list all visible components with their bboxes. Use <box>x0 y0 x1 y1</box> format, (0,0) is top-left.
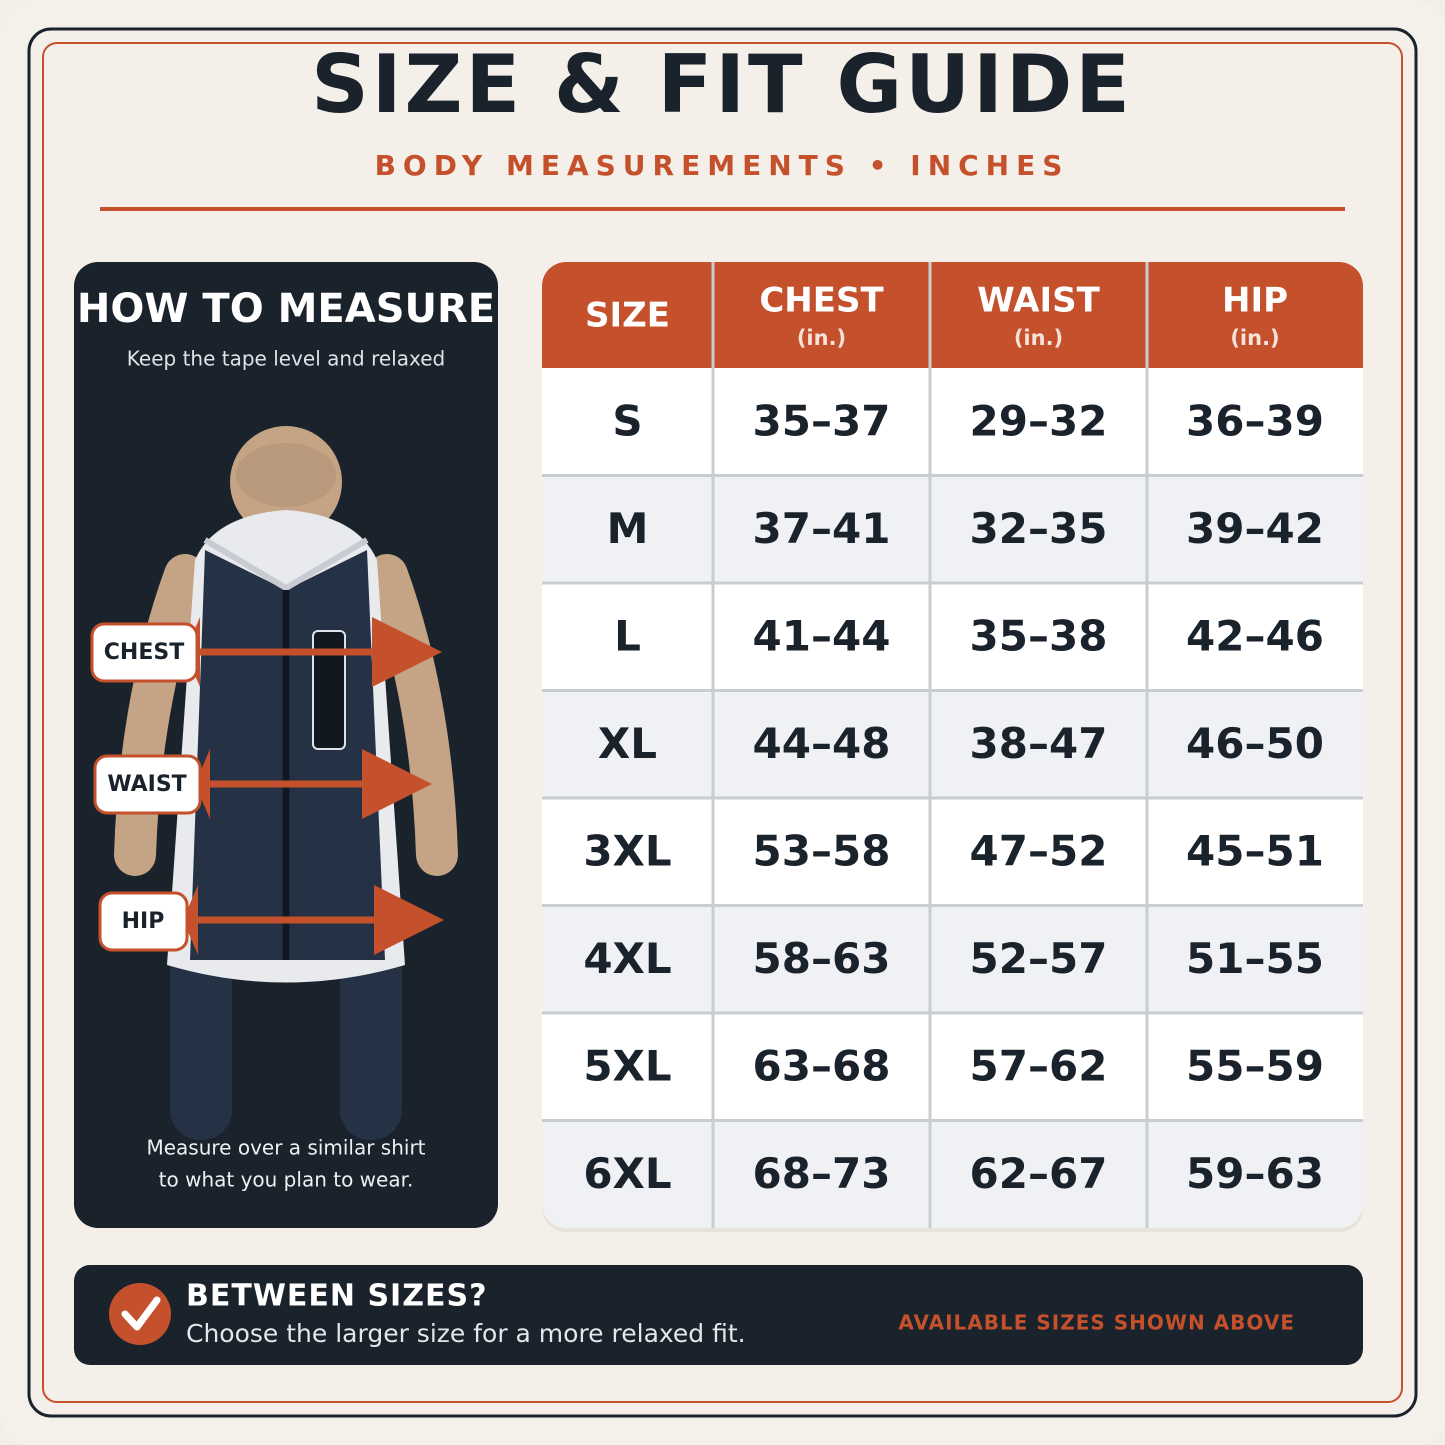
table-row <box>542 690 1363 798</box>
column-unit: (in.) <box>1230 326 1279 350</box>
size-cell: L <box>614 611 641 660</box>
measurement-cell: 41–44 <box>753 611 891 660</box>
size-cell: 3XL <box>583 826 671 875</box>
measurement-cell: 46–50 <box>1186 719 1324 768</box>
footer-bar <box>74 1265 1363 1365</box>
measurement-cell: 47–52 <box>970 826 1108 875</box>
label-box <box>90 622 199 683</box>
footer-title: BETWEEN SIZES? <box>186 1279 487 1314</box>
collar <box>203 537 369 592</box>
column-unit: (in.) <box>797 326 846 350</box>
measure-label: HIP <box>122 909 165 934</box>
title: SIZE & FIT GUIDE <box>311 38 1133 131</box>
leg <box>170 930 232 1140</box>
size-cell: 6XL <box>583 1149 671 1198</box>
leg <box>340 930 402 1140</box>
measurement-cell: 38–47 <box>970 719 1108 768</box>
measurement-cell: 59–63 <box>1186 1149 1324 1198</box>
column-header: CHEST <box>759 281 884 321</box>
inner-border <box>42 42 1403 1403</box>
label-box <box>93 754 202 815</box>
arrows <box>183 617 444 955</box>
label-box <box>98 891 189 952</box>
arm <box>114 554 206 876</box>
arrow-tail <box>183 885 198 955</box>
measurement-cell: 45–51 <box>1186 826 1324 875</box>
measurement-cell: 37–41 <box>753 504 891 553</box>
table-row <box>542 368 1363 476</box>
measurement-cell: 39–42 <box>1186 504 1324 553</box>
measurement-cell: 42–46 <box>1186 611 1324 660</box>
column-header: HIP <box>1222 281 1288 321</box>
panel-subtitle: Keep the tape level and relaxed <box>127 347 445 371</box>
size-table: SIZE CHEST (in.) WAIST (in.) HIP (in.) S 35–37 29… <box>542 262 1363 1228</box>
size-cell: S <box>612 396 642 445</box>
measurement-cell: 35–38 <box>970 611 1108 660</box>
figure <box>114 426 458 1140</box>
table-row <box>542 1120 1363 1228</box>
size-cell: 5XL <box>583 1041 671 1090</box>
measurement-cell: 35–37 <box>753 396 891 445</box>
column-header: SIZE <box>585 296 670 336</box>
measurement-cell: 55–59 <box>1186 1041 1324 1090</box>
column-unit: (in.) <box>1014 326 1063 350</box>
arrow-tail <box>195 749 210 819</box>
subtitle: BODY MEASUREMENTS • INCHES <box>375 149 1070 182</box>
arrow-head <box>374 885 444 955</box>
panel-note: Measure over a similar shirt <box>146 1136 425 1160</box>
measurement-cell: 44–48 <box>753 719 891 768</box>
measurement-cell: 36–39 <box>1186 396 1324 445</box>
measure-label: WAIST <box>107 772 186 797</box>
pocket <box>312 630 346 750</box>
measurement-cell: 68–73 <box>753 1149 891 1198</box>
footer-note: AVAILABLE SIZES SHOWN ABOVE <box>898 1311 1295 1335</box>
measurement-cell: 58–63 <box>753 934 891 983</box>
arm <box>366 554 458 876</box>
measurement-cell: 53–58 <box>753 826 891 875</box>
arrow-head <box>372 617 442 687</box>
measurement-cell: 29–32 <box>970 396 1108 445</box>
measurement-cell: 57–62 <box>970 1041 1108 1090</box>
panel-title: HOW TO MEASURE <box>77 286 495 332</box>
head-shade <box>236 443 336 507</box>
table-row <box>542 1013 1363 1121</box>
check-circle <box>109 1283 171 1345</box>
table-row <box>542 475 1363 583</box>
size-cell: 4XL <box>583 934 671 983</box>
column-header: WAIST <box>977 281 1100 321</box>
panel-note: to what you plan to wear. <box>159 1168 414 1192</box>
measurement-cell: 51–55 <box>1186 934 1324 983</box>
size-cell: M <box>607 504 649 553</box>
measurement-cell: 32–35 <box>970 504 1108 553</box>
check-icon <box>121 1296 161 1331</box>
measurement-cell: 62–67 <box>970 1149 1108 1198</box>
table-row <box>542 905 1363 1013</box>
table-row <box>542 798 1363 906</box>
footer-text: Choose the larger size for a more relaxe… <box>186 1319 746 1348</box>
table-row <box>542 583 1363 691</box>
measurement-cell: 63–68 <box>753 1041 891 1090</box>
measurement-cell: 52–57 <box>970 934 1108 983</box>
measure-label: CHEST <box>104 640 184 665</box>
size-cell: XL <box>598 719 657 768</box>
arrow-head <box>362 749 432 819</box>
header-row <box>542 262 1363 368</box>
